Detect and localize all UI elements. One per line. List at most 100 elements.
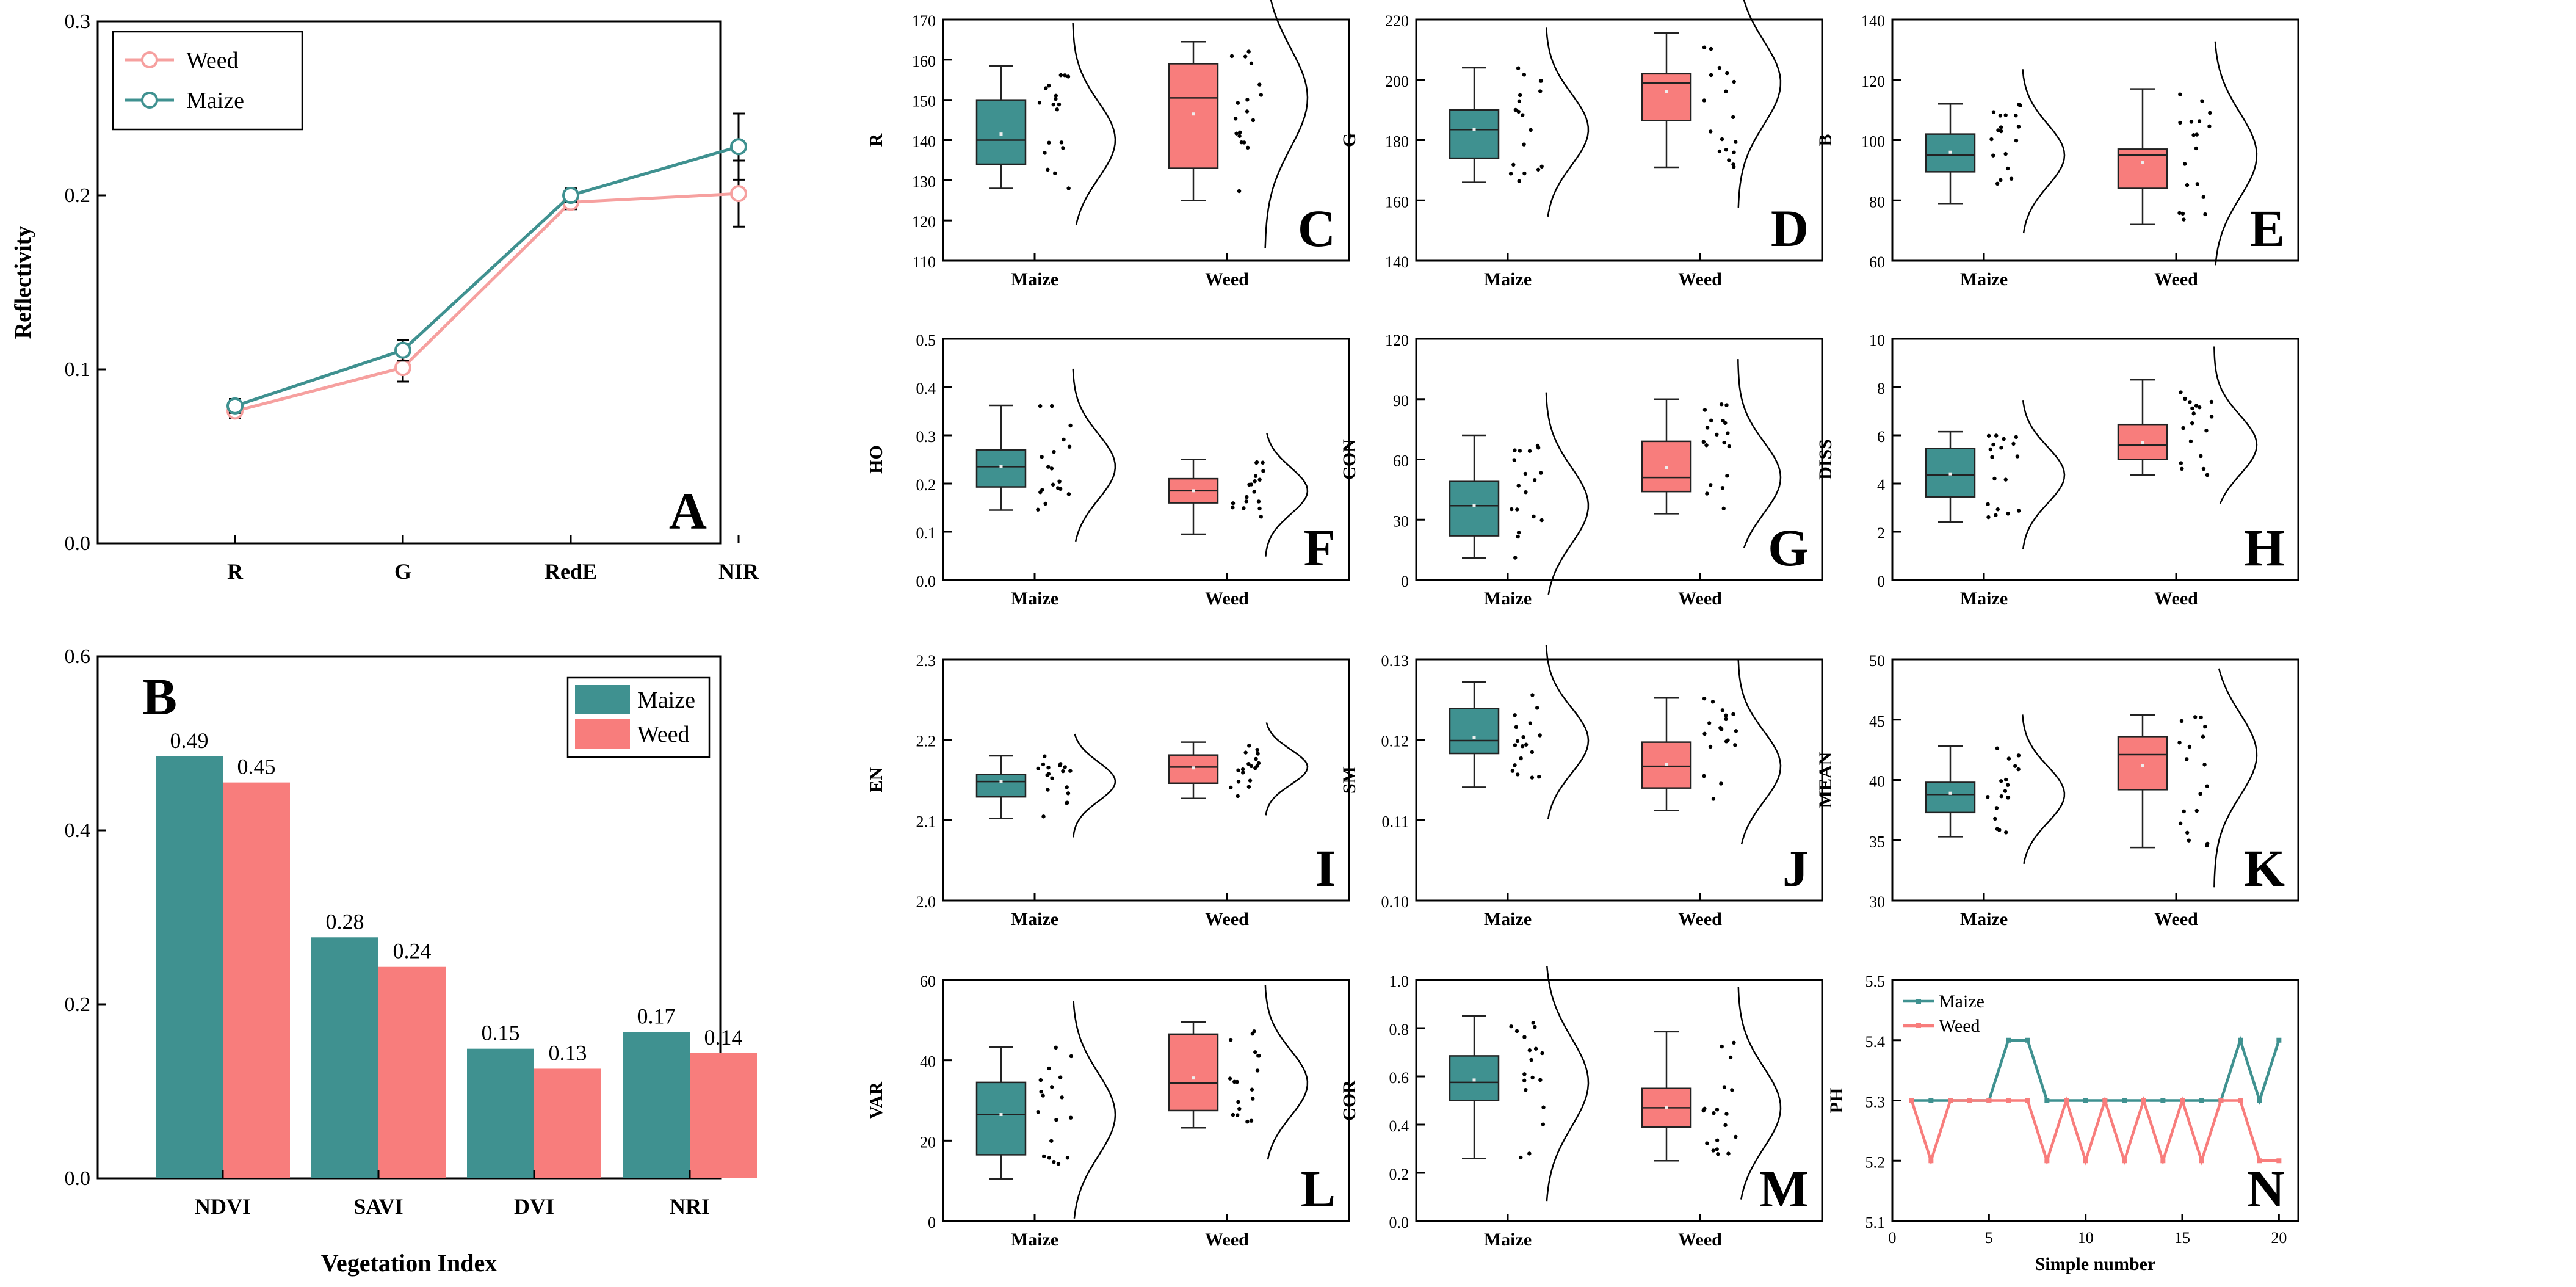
panel-f: 0.0 0.1 0.2 0.3 0.4 0.5 F HO Maize Weed [866,332,1350,609]
data-dot [1996,128,2000,132]
panel-l: 0 20 40 60 L VAR Maize Weed [866,973,1350,1250]
data-dot [1229,54,1234,59]
data-dot [1067,444,1072,449]
data-dot [2183,396,2187,401]
data-point-weed [2044,1158,2050,1164]
panel-e: 60 80 100 120 140 E B Maize Weed [1815,12,2299,289]
data-dot [2201,466,2206,471]
mean-marker [1192,766,1195,770]
data-point-weed [2257,1158,2262,1164]
y-tick-label: 2.1 [916,813,936,830]
data-dot [2178,92,2182,96]
y-tick-label: 0.2 [1389,1166,1409,1183]
mean-marker [999,465,1003,468]
data-dot [1520,744,1525,749]
panel-n: 5.1 5.2 5.3 5.4 5.5 N PH 0 5 10 15 20 Simple number M… [1826,973,2299,1274]
data-dot [2178,821,2183,825]
box-weed [1641,359,1782,549]
data-dot [1255,1068,1260,1073]
x-tick-label: 5 [1985,1229,1993,1247]
iqr-box [1168,1033,1219,1112]
legend-label: Maize [637,687,695,713]
data-dot [1068,423,1073,428]
y-tick-label: 110 [913,253,936,271]
legend-swatch [575,719,630,749]
data-dot [1717,149,1722,154]
data-dot [1733,743,1737,747]
data-dot [1036,1110,1040,1114]
y-tick-label: 10 [1869,332,1885,349]
data-dot [1256,752,1260,756]
data-dot [1734,140,1738,144]
x-tick-label: Weed [1678,909,1722,929]
data-dot [1054,1117,1058,1122]
data-dot [2018,103,2022,107]
data-dot [1252,490,1256,494]
data-point-weed [2141,1098,2146,1103]
y-tick-label: 6 [1877,428,1885,446]
data-dot [1037,101,1042,105]
iqr-box [975,1081,1027,1156]
data-dot [1724,1112,1729,1116]
y-tick-label: 60 [1869,253,1885,271]
data-dot [1068,769,1073,773]
y-axis-label: R [866,133,886,147]
data-dot [1513,743,1518,747]
data-dot [1527,449,1532,453]
data-dot [1511,162,1516,167]
data-dot [2177,741,2182,745]
data-dot [1236,101,1240,105]
box-weed [1168,0,1309,248]
x-tick-label: NIR [718,559,759,584]
iqr-box [1449,1055,1500,1101]
y-tick-label: 20 [920,1133,936,1151]
series-line-weed [1910,1096,2279,1166]
density-curve [1265,433,1309,557]
data-dot [2014,138,2019,143]
mean-marker [1192,489,1195,493]
y-tick-label: 2.3 [916,652,936,670]
data-dot [1063,765,1067,769]
density-curve [1264,985,1309,1160]
y-tick-label: 140 [912,133,936,151]
data-dot [1043,754,1047,758]
series-line-maize [1911,1035,2281,1105]
data-dot [1041,1154,1046,1159]
data-dot [1259,515,1264,519]
data-dot [1046,772,1051,776]
panel-letter: D [1771,199,1809,258]
y-tick-label: 0.4 [916,380,936,397]
data-dot [1711,1148,1715,1153]
y-tick-label: 0.12 [1381,733,1409,750]
data-point-maize [730,138,747,156]
data-point-weed [2199,1158,2204,1164]
data-dot [2195,182,2199,186]
data-dot [1237,1106,1242,1111]
bar-weed [690,1053,757,1178]
data-dot [1995,746,2000,750]
box-maize [975,23,1116,225]
data-dot [1705,491,1709,496]
data-dot [1986,502,1990,507]
data-dot [2014,435,2019,440]
data-point-maize [2160,1098,2166,1103]
data-dot [1723,1123,1728,1127]
data-dot [1518,449,1522,453]
data-dot [2179,390,2183,394]
data-dot [1508,172,1513,176]
data-dot [2209,399,2214,404]
box-weed [1641,658,1782,845]
density-curve [1073,1001,1116,1219]
data-dot [1054,1045,1058,1050]
legend: Maize Weed [1903,992,1984,1036]
data-dot [1054,96,1058,101]
data-dot [1068,1115,1073,1120]
data-dot [1044,86,1048,90]
x-tick-label: G [394,559,411,584]
plot-frame [942,658,1350,902]
x-tick-label: R [227,559,244,584]
data-dot [1732,79,1736,84]
mean-marker [1665,1106,1668,1109]
y-tick-label: 0.2 [65,184,91,207]
data-dot [1718,725,1723,730]
